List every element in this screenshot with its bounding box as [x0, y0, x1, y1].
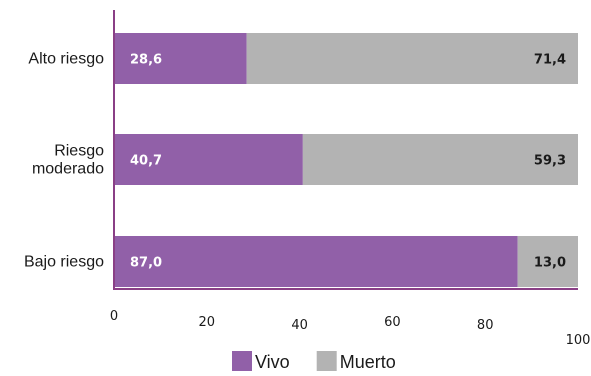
- category-label-1: Riesgo moderado: [32, 143, 104, 178]
- x-tick-label-2: 40: [291, 318, 308, 333]
- data-label-muerto-2: 13,0: [534, 256, 566, 271]
- bar-muerto-0: [247, 33, 578, 84]
- data-label-vivo-1: 40,7: [130, 154, 162, 169]
- data-label-muerto-0: 71,4: [534, 53, 566, 68]
- bar-vivo-2: [114, 236, 518, 287]
- data-label-vivo-0: 28,6: [130, 53, 162, 68]
- data-label-muerto-1: 59,3: [534, 154, 566, 169]
- legend-label-vivo: Vivo: [255, 352, 290, 372]
- legend-swatch-vivo: [232, 351, 252, 371]
- category-label-0: Alto riesgo: [28, 51, 104, 68]
- x-tick-label-4: 80: [477, 318, 494, 333]
- x-tick-label-3: 60: [384, 315, 401, 330]
- legend-swatch-muerto: [317, 351, 337, 371]
- x-tick-label-5: 100: [566, 333, 591, 348]
- legend-label-muerto: Muerto: [340, 352, 396, 372]
- x-tick-label-0: 0: [110, 309, 118, 324]
- category-label-2: Bajo riesgo: [24, 254, 104, 271]
- data-label-vivo-2: 87,0: [130, 256, 162, 271]
- x-tick-label-1: 20: [199, 315, 216, 330]
